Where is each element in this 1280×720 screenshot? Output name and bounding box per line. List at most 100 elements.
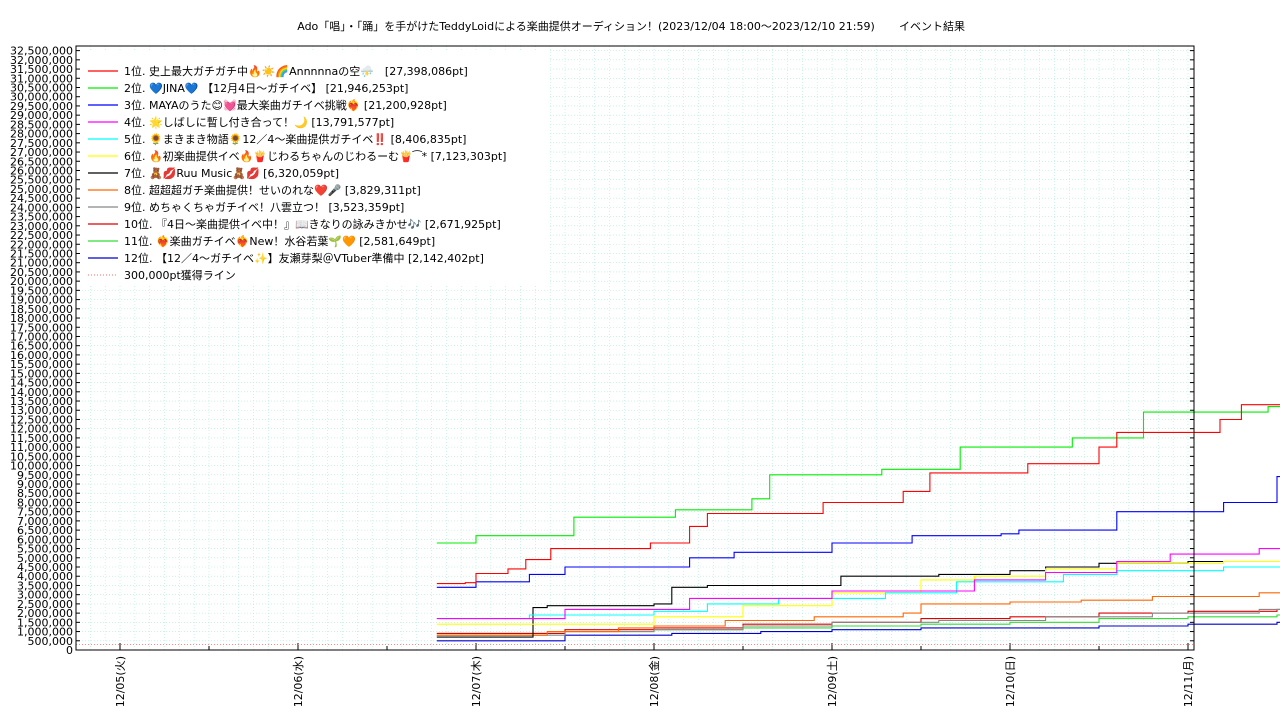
chart-title: Ado「唱」・「踊」を手がけたTeddyLoidによる楽曲提供オーディション！(… xyxy=(297,19,875,33)
y-tick-label: 26,000,000 xyxy=(10,164,73,177)
y-tick-label: 500,000 xyxy=(28,635,74,648)
y-tick-label: 7,000,000 xyxy=(17,515,73,528)
y-tick-label: 32,000,000 xyxy=(10,54,73,67)
legend-label: 300,000pt獲得ライン xyxy=(124,269,236,282)
y-tick-label: 22,500,000 xyxy=(10,229,73,242)
y-tick-label: 28,500,000 xyxy=(10,118,73,131)
x-axis: 12/05(火) 12/06(水) 12/07(木) 12/08(金) 12/09(土)… xyxy=(114,643,1195,707)
y-tick-label: 19,500,000 xyxy=(10,284,73,297)
legend-label: 11位. ❤️‍🔥楽曲ガチイベ❤️‍🔥New！水谷若葉🌱🧡 [2,581,649… xyxy=(124,234,435,248)
y-tick-label: 31,000,000 xyxy=(10,72,73,85)
legend-label: 12位. 【12／4〜ガチイベ✨】友瀬芽梨＠VTuber準備中 [2,142,4… xyxy=(124,251,484,265)
series-line xyxy=(436,608,1280,636)
y-tick-label: 16,000,000 xyxy=(10,349,73,362)
legend: 1位. 史上最大ガチガチ中🔥☀️🌈Annnnnaの空⛈️ [27,398,086… xyxy=(80,50,550,286)
legend-label: 10位. 『4日〜楽曲提供イベ中！』📖きなりの詠みきかせ🎶 [2,671,925… xyxy=(124,217,501,231)
series-line xyxy=(436,560,1280,638)
y-tick-label: 18,000,000 xyxy=(10,312,73,325)
legend-label: 4位. 🌟しばしに暫し付き合って！🌙 [13,791,577pt] xyxy=(124,115,394,129)
y-tick-label: 29,500,000 xyxy=(10,100,73,113)
y-tick-label: 0 xyxy=(66,644,73,657)
chart-subtitle: イベント結果 xyxy=(899,19,965,33)
y-tick-label: 16,500,000 xyxy=(10,340,73,353)
legend-label: 9位. めちゃくちゃガチイベ！八雲立つ！ [3,523,359pt] xyxy=(124,200,404,214)
y-tick-label: 26,500,000 xyxy=(10,155,73,168)
y-tick-label: 14,000,000 xyxy=(10,386,73,399)
y-tick-label: 17,500,000 xyxy=(10,321,73,334)
y-tick-label: 24,000,000 xyxy=(10,201,73,214)
y-tick-label: 30,500,000 xyxy=(10,81,73,94)
y-tick-label: 12,000,000 xyxy=(10,423,73,436)
y-tick-label: 27,000,000 xyxy=(10,146,73,159)
x-tick-label: 12/05(火) xyxy=(114,656,127,707)
y-tick-label: 31,500,000 xyxy=(10,63,73,76)
y-tick-label: 9,000,000 xyxy=(17,478,73,491)
y-tick-label: 23,500,000 xyxy=(10,211,73,224)
y-tick-label: 3,000,000 xyxy=(17,589,73,602)
y-tick-label: 9,500,000 xyxy=(17,469,73,482)
y-tick-label: 1,000,000 xyxy=(17,626,73,639)
y-tick-label: 6,500,000 xyxy=(17,524,73,537)
y-tick-label: 8,500,000 xyxy=(17,487,73,500)
legend-label: 6位. 🔥初楽曲提供イベ🔥🍟じわるちゃんのじわるーむ🍟⁀* [7,123,303… xyxy=(124,149,506,163)
y-tick-label: 25,000,000 xyxy=(10,183,73,196)
y-tick-label: 11,500,000 xyxy=(10,432,73,445)
y-tick-label: 4,500,000 xyxy=(17,561,73,574)
series-line xyxy=(436,621,1280,642)
y-axis: 0500,0001,000,0001,500,0002,000,0002,500… xyxy=(10,45,1194,657)
legend-label: 3位. MAYAのうた😊💓最大楽曲ガチイベ挑戦❤️‍🔥 [21,200,928p… xyxy=(124,98,447,112)
y-tick-label: 6,000,000 xyxy=(17,533,73,546)
plot-frame xyxy=(75,45,1195,651)
y-tick-label: 29,000,000 xyxy=(10,109,73,122)
y-tick-label: 32,500,000 xyxy=(10,45,73,58)
y-tick-label: 10,000,000 xyxy=(10,460,73,473)
series-line xyxy=(436,566,1280,620)
series-line xyxy=(436,592,1280,636)
y-tick-label: 22,000,000 xyxy=(10,238,73,251)
y-tick-label: 30,000,000 xyxy=(10,91,73,104)
x-tick-label: 12/06(水) xyxy=(292,656,305,707)
y-tick-label: 2,000,000 xyxy=(17,607,73,620)
y-tick-label: 1,500,000 xyxy=(17,616,73,629)
y-tick-label: 21,500,000 xyxy=(10,247,73,260)
y-tick-label: 14,500,000 xyxy=(10,377,73,390)
y-tick-label: 2,500,000 xyxy=(17,598,73,611)
y-tick-label: 8,000,000 xyxy=(17,496,73,509)
y-tick-label: 5,000,000 xyxy=(17,552,73,565)
series-line xyxy=(436,404,1280,585)
series-line xyxy=(436,548,1280,620)
y-tick-label: 20,500,000 xyxy=(10,266,73,279)
y-tick-label: 19,000,000 xyxy=(10,294,73,307)
legend-label: 7位. 🧸💋Ruu Music🧸💋 [6,320,059pt] xyxy=(124,166,339,180)
y-tick-label: 21,000,000 xyxy=(10,257,73,270)
y-tick-label: 20,000,000 xyxy=(10,275,73,288)
y-tick-label: 18,500,000 xyxy=(10,303,73,316)
series-line xyxy=(436,476,1280,588)
series-group xyxy=(76,404,1280,645)
x-tick-label: 12/10(日) xyxy=(1004,656,1017,707)
y-tick-label: 27,500,000 xyxy=(10,137,73,150)
y-tick-label: 7,500,000 xyxy=(17,506,73,519)
y-tick-label: 17,000,000 xyxy=(10,330,73,343)
y-tick-label: 5,500,000 xyxy=(17,543,73,556)
x-tick-label: 12/07(木) xyxy=(470,656,483,707)
legend-label: 2位. 💙JINA💙 【12月4日〜ガチイベ】 [21,946,253pt] xyxy=(124,81,408,95)
series-line xyxy=(436,406,1280,544)
y-tick-label: 10,500,000 xyxy=(10,450,73,463)
legend-label: 5位. 🌻まきまき物語🌻12／4〜楽曲提供ガチイベ‼️ [8,406,835pt… xyxy=(124,132,466,146)
series-line xyxy=(436,614,1280,634)
y-tick-label: 15,500,000 xyxy=(10,358,73,371)
y-tick-label: 13,000,000 xyxy=(10,404,73,417)
y-tick-label: 13,500,000 xyxy=(10,395,73,408)
x-tick-label: 12/11(月) xyxy=(1182,656,1195,707)
series-line xyxy=(436,560,1280,625)
legend-label: 1位. 史上最大ガチガチ中🔥☀️🌈Annnnnaの空⛈️ [27,398,086… xyxy=(124,64,468,78)
y-tick-label: 28,000,000 xyxy=(10,128,73,141)
y-tick-label: 4,000,000 xyxy=(17,570,73,583)
y-tick-label: 24,500,000 xyxy=(10,192,73,205)
legend-label: 8位. 超超超ガチ楽曲提供！せいのれな❤️🎤 [3,829,311pt] xyxy=(124,183,421,197)
x-tick-label: 12/08(金) xyxy=(647,656,661,707)
y-tick-label: 15,000,000 xyxy=(10,367,73,380)
x-tick-label: 12/09(土) xyxy=(826,656,839,707)
